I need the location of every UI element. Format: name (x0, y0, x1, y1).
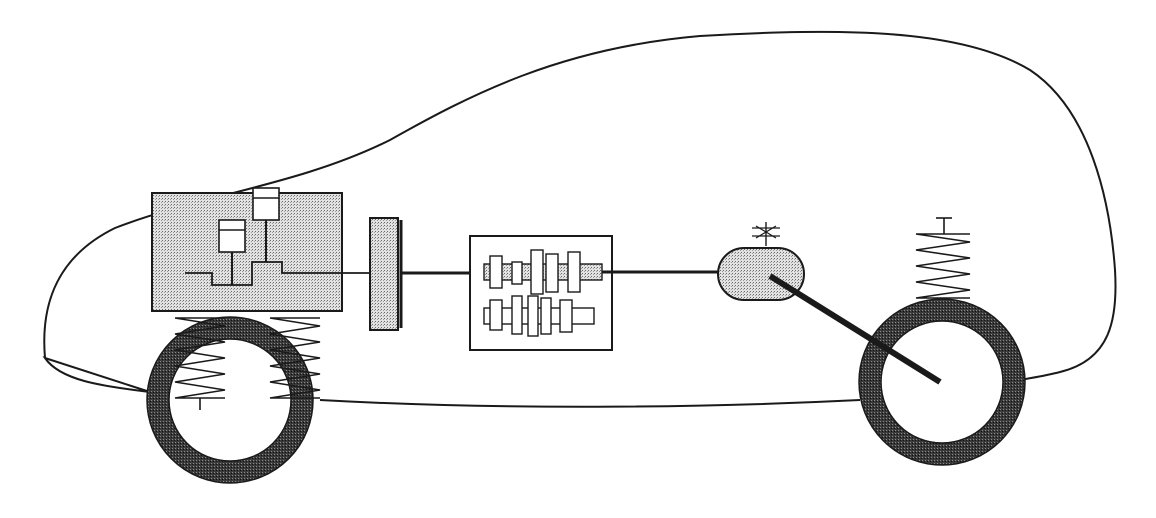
gear-lower-1 (489, 299, 503, 331)
gear-lower-3 (527, 295, 539, 337)
gear-lower-5 (559, 299, 573, 333)
rear-suspension-spring (915, 217, 971, 299)
engine-block (151, 187, 372, 312)
gear-upper-4 (545, 253, 559, 293)
gear-upper-1 (489, 255, 503, 289)
front-suspension-springs (174, 317, 321, 410)
rear-wheel (858, 298, 1026, 466)
gear-lower-4 (540, 297, 552, 335)
gear-upper-5 (567, 251, 581, 293)
front-spring-left (174, 317, 226, 399)
drive-shaft (768, 273, 942, 385)
crankshaft (185, 261, 372, 286)
piston-right (252, 187, 280, 221)
piston-left (218, 219, 246, 253)
front-wheel (146, 316, 314, 484)
gear-upper-3 (530, 249, 544, 295)
gear-upper-2 (511, 261, 523, 285)
clutch-disc (369, 217, 403, 331)
gearbox (469, 235, 613, 351)
front-spring-right (269, 317, 321, 399)
gear-lower-2 (511, 295, 523, 335)
